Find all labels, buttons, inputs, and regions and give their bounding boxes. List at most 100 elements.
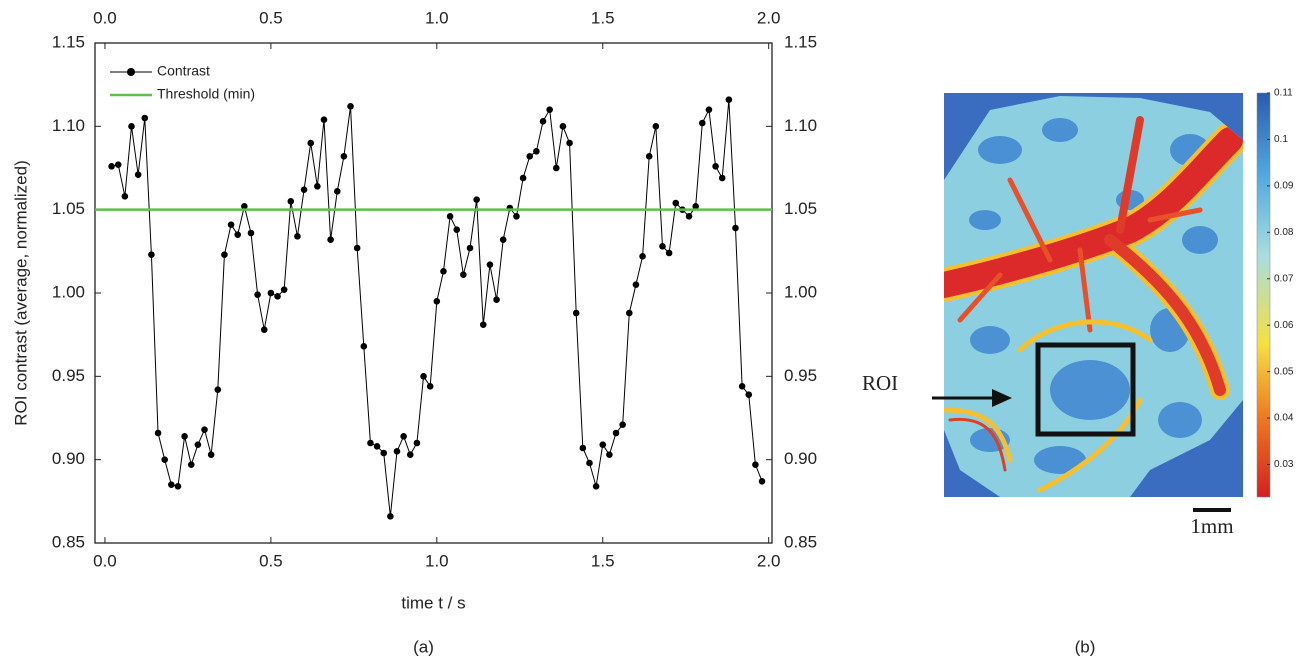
legend-marker [127,68,135,76]
data-point [692,203,699,210]
scale-bar-label: 1mm [1190,514,1233,538]
data-point [168,481,175,488]
data-point [672,199,680,207]
data-point [141,114,149,122]
data-point [161,456,168,463]
data-point [738,383,746,390]
y-tick-label-right: 0.90 [784,449,817,468]
data-point [639,253,646,260]
data-point [619,421,626,428]
data-point [665,249,673,257]
data-point [148,251,155,258]
data-point [440,268,447,275]
data-point [592,483,600,490]
y-tick-label-right: 1.10 [784,116,817,135]
x-tick-label: 0.0 [93,551,117,570]
data-point [327,236,334,243]
data-point [652,123,660,130]
y-tick-label: 1.15 [52,32,85,51]
data-point [114,161,122,168]
data-point [247,229,255,237]
data-point [572,309,580,317]
data-point [154,429,162,437]
data-point [513,213,520,220]
colorbar-tick-label: 0.11 [1274,88,1293,99]
y-axis-label: ROI contrast (average, normalized) [11,160,30,426]
data-point [307,139,315,147]
panel-label: (b) [1075,637,1096,656]
data-point [559,123,567,130]
data-point [360,343,368,350]
data-point [486,261,494,268]
data-point [280,286,288,293]
colorbar-tick-label: 0.09 [1274,181,1294,192]
colorbar-tick-label: 0.08 [1274,227,1294,238]
data-point [347,103,354,110]
data-point [393,448,401,455]
data-point [479,321,487,328]
colorbar-tick-label: 0.03 [1274,459,1294,470]
plot-frame [94,42,773,544]
data-point [745,391,753,398]
colorbar-tick-label: 0.07 [1274,273,1294,284]
data-point [758,478,766,485]
data-point [426,383,434,390]
y-tick-label: 0.95 [52,366,85,385]
colorbar-tick-label: 0.1 [1274,134,1288,145]
data-point [194,441,202,448]
x-tick-label: 1.0 [425,551,449,570]
data-point [718,174,726,182]
data-point [519,174,527,182]
data-point [353,244,361,252]
data-point [227,221,235,228]
data-point [685,213,693,220]
data-point [606,451,613,458]
data-point [134,171,142,178]
data-point [254,291,261,298]
x-tick-label: 2.0 [757,551,781,570]
data-point [625,309,633,317]
y-tick-label: 0.90 [52,449,85,468]
data-point [320,116,328,123]
colorbar [1256,92,1271,498]
data-point [725,96,733,103]
data-point [566,139,573,147]
data-point [433,298,441,305]
data-point [460,271,467,278]
data-point [274,293,281,300]
x-tick-label-top: 0.0 [93,8,117,27]
data-point [632,281,640,288]
x-tick-label-top: 1.5 [591,8,615,27]
colorbar-tick-label: 0.06 [1274,320,1294,331]
data-point [659,243,666,250]
data-point [539,118,547,125]
data-point [121,193,129,200]
data-point [294,233,301,240]
colorbar-tick-label: 0.05 [1274,366,1294,377]
data-point [705,106,713,113]
data-point [267,289,275,297]
data-point [241,203,248,210]
y-tick-label-right: 1.05 [784,199,817,218]
legend-label: Contrast [157,63,210,79]
data-point [645,153,653,160]
x-tick-label-top: 0.5 [259,8,283,27]
x-tick-label-top: 2.0 [757,8,781,27]
data-point [314,183,321,190]
data-point [579,444,587,452]
data-point [732,224,739,232]
data-point [712,163,719,170]
roi-box [1035,342,1136,437]
data-point [201,426,208,433]
data-point [413,439,421,447]
data-point [181,433,188,440]
roi-label: ROI [862,371,898,395]
data-point [612,429,620,437]
y-tick-label-right: 1.00 [784,282,817,301]
data-point [260,326,268,333]
x-tick-label-top: 1.0 [425,8,449,27]
data-point [333,188,341,195]
panel-label: (a) [413,637,434,656]
data-point [499,236,507,243]
data-point [406,451,414,458]
